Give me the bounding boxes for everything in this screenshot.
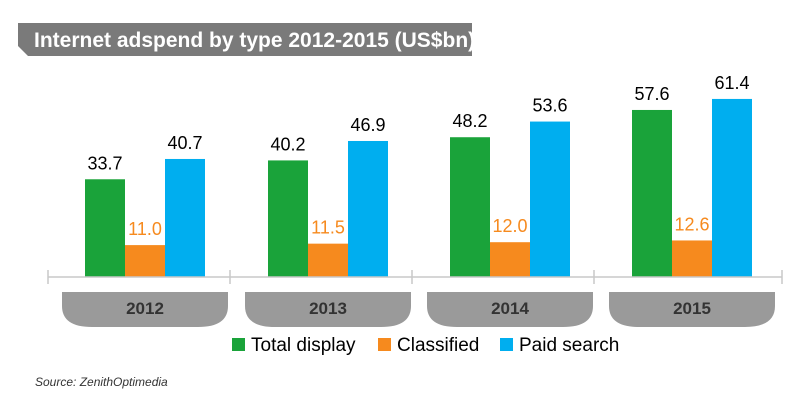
bars-layer: 33.7 11.0 40.7 40.2 11.5 46.9 48.2 12.0 53.6 57.6… [85, 73, 752, 278]
legend-label-classified: Classified [397, 335, 479, 356]
value-label-total-display-2013: 40.2 [270, 134, 305, 154]
value-label-classified-2014: 12.0 [492, 216, 527, 236]
legend-swatch-classified [378, 338, 391, 351]
year-tab-2013 [245, 292, 411, 327]
bar-total-display-2015 [632, 109, 672, 278]
bar-classified-2015 [672, 240, 712, 277]
chart-title: Internet adspend by type 2012-2015 (US$b… [34, 29, 475, 52]
bar-paid-search-2014 [530, 121, 570, 277]
value-label-classified-2015: 12.6 [674, 214, 709, 234]
title-banner: Internet adspend by type 2012-2015 (US$b… [18, 23, 475, 56]
legend-swatch-paid-search [500, 338, 513, 351]
value-label-classified-2012: 11.0 [128, 219, 162, 239]
value-label-classified-2013: 11.5 [311, 218, 345, 238]
legend: Total display Classified Paid search [232, 335, 619, 356]
bar-paid-search-2013 [348, 140, 388, 277]
bar-total-display-2013 [268, 160, 308, 277]
year-tab-2012 [62, 292, 228, 327]
legend-label-total-display: Total display [251, 335, 356, 356]
source-note: Source: ZenithOptimedia [35, 375, 168, 389]
bar-total-display-2014 [450, 137, 490, 277]
value-label-paid-search-2012: 40.7 [167, 133, 202, 153]
category-dividers [47, 270, 783, 284]
bar-paid-search-2015 [712, 98, 752, 277]
bar-total-display-2012 [85, 179, 125, 277]
value-label-total-display-2012: 33.7 [87, 153, 122, 173]
year-label-2013: 2013 [309, 299, 347, 318]
legend-swatch-total-display [232, 338, 245, 351]
year-label-2014: 2014 [491, 299, 529, 318]
value-label-paid-search-2015: 61.4 [714, 73, 749, 93]
title-banner-shape [18, 23, 472, 56]
bar-classified-2014 [490, 242, 530, 277]
value-label-total-display-2015: 57.6 [634, 84, 669, 104]
year-label-2012: 2012 [126, 299, 164, 318]
year-tabs: 2012 2013 2014 2015 [62, 292, 775, 327]
value-label-paid-search-2014: 53.6 [532, 96, 567, 116]
bar-classified-2012 [125, 245, 165, 277]
bar-paid-search-2012 [165, 158, 205, 277]
year-tab-2015 [609, 292, 775, 327]
value-label-paid-search-2013: 46.9 [350, 115, 385, 135]
value-label-total-display-2014: 48.2 [452, 111, 487, 131]
year-tab-2014 [427, 292, 593, 327]
legend-label-paid-search: Paid search [519, 335, 619, 356]
year-label-2015: 2015 [673, 299, 711, 318]
bar-classified-2013 [308, 243, 348, 277]
